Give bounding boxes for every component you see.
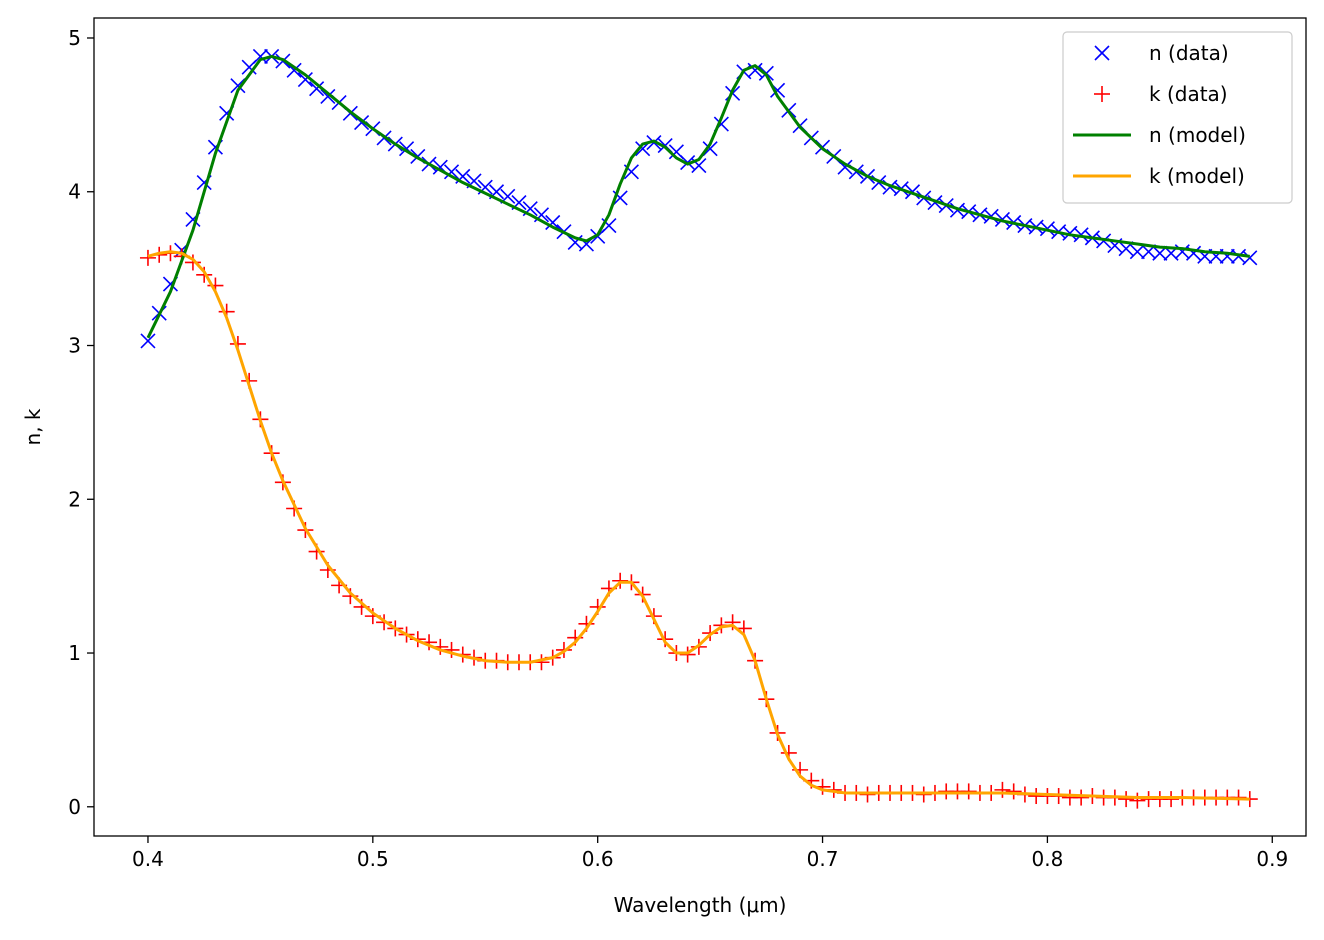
data-point xyxy=(196,266,213,283)
plot-frame xyxy=(93,17,1307,837)
legend-label: n (model) xyxy=(1149,123,1246,147)
series-n-model xyxy=(146,54,1250,339)
data-point xyxy=(140,333,156,349)
x-tick-label: 0.6 xyxy=(582,847,614,871)
data-point xyxy=(1118,791,1135,808)
data-point xyxy=(139,249,156,266)
data-point xyxy=(309,81,325,97)
legend-entry: k (data) xyxy=(1094,82,1228,106)
y-tick-label: 2 xyxy=(68,487,81,511)
data-point xyxy=(994,781,1011,798)
x-tick-label: 0.4 xyxy=(132,847,164,871)
legend: n (data) k (data) n (model) k (model) xyxy=(1062,31,1293,204)
data-point xyxy=(1039,221,1055,237)
data-point xyxy=(1073,227,1089,243)
series-line xyxy=(146,54,1250,339)
data-point xyxy=(702,141,718,157)
legend-swatch xyxy=(1094,86,1110,102)
series-k-model xyxy=(147,250,1250,801)
legend-label: k (model) xyxy=(1149,164,1245,188)
data-point xyxy=(320,88,336,104)
data-point xyxy=(1096,233,1112,249)
legend-entry: n (data) xyxy=(1094,41,1229,65)
y-axis: 0 1 2 3 4 5 xyxy=(68,26,94,819)
x-tick-label: 0.8 xyxy=(1032,847,1064,871)
data-point xyxy=(1005,783,1022,800)
x-axis: 0.4 0.5 0.6 0.7 0.8 0.9 xyxy=(132,836,1288,871)
y-tick-label: 1 xyxy=(68,641,81,665)
legend-box xyxy=(1062,31,1293,204)
data-point xyxy=(545,214,561,231)
data-point xyxy=(443,641,460,658)
data-point xyxy=(297,71,313,88)
series-line xyxy=(147,250,1250,801)
x-axis-label: Wavelength (μm) xyxy=(614,893,787,917)
legend-label: n (data) xyxy=(1149,41,1229,65)
data-point xyxy=(915,786,932,803)
legend-swatch xyxy=(1094,45,1110,61)
data-point xyxy=(443,164,460,180)
data-point xyxy=(747,62,763,78)
y-tick-label: 0 xyxy=(68,795,81,819)
legend-label: k (data) xyxy=(1149,82,1228,106)
data-point xyxy=(679,646,696,663)
data-point xyxy=(1073,789,1090,806)
data-point xyxy=(859,786,876,803)
data-point xyxy=(960,783,977,800)
y-tick-label: 3 xyxy=(68,334,81,358)
legend-entry: k (model) xyxy=(1073,164,1245,188)
x-tick-label: 0.7 xyxy=(807,847,839,871)
legend-entry: n (model) xyxy=(1073,123,1246,147)
data-point xyxy=(1129,792,1146,809)
plot-area xyxy=(139,48,1258,809)
data-point xyxy=(724,614,741,631)
data-point xyxy=(1129,244,1145,260)
data-point xyxy=(252,48,268,65)
y-axis-label: n, k xyxy=(21,408,45,445)
x-tick-label: 0.5 xyxy=(357,847,389,871)
y-tick-label: 5 xyxy=(68,26,81,50)
x-tick-label: 0.9 xyxy=(1256,847,1288,871)
data-point xyxy=(1163,791,1180,808)
y-tick-label: 4 xyxy=(68,180,81,204)
data-point xyxy=(1242,250,1258,266)
data-point xyxy=(184,254,201,271)
data-point xyxy=(230,78,246,94)
data-point xyxy=(612,572,629,589)
